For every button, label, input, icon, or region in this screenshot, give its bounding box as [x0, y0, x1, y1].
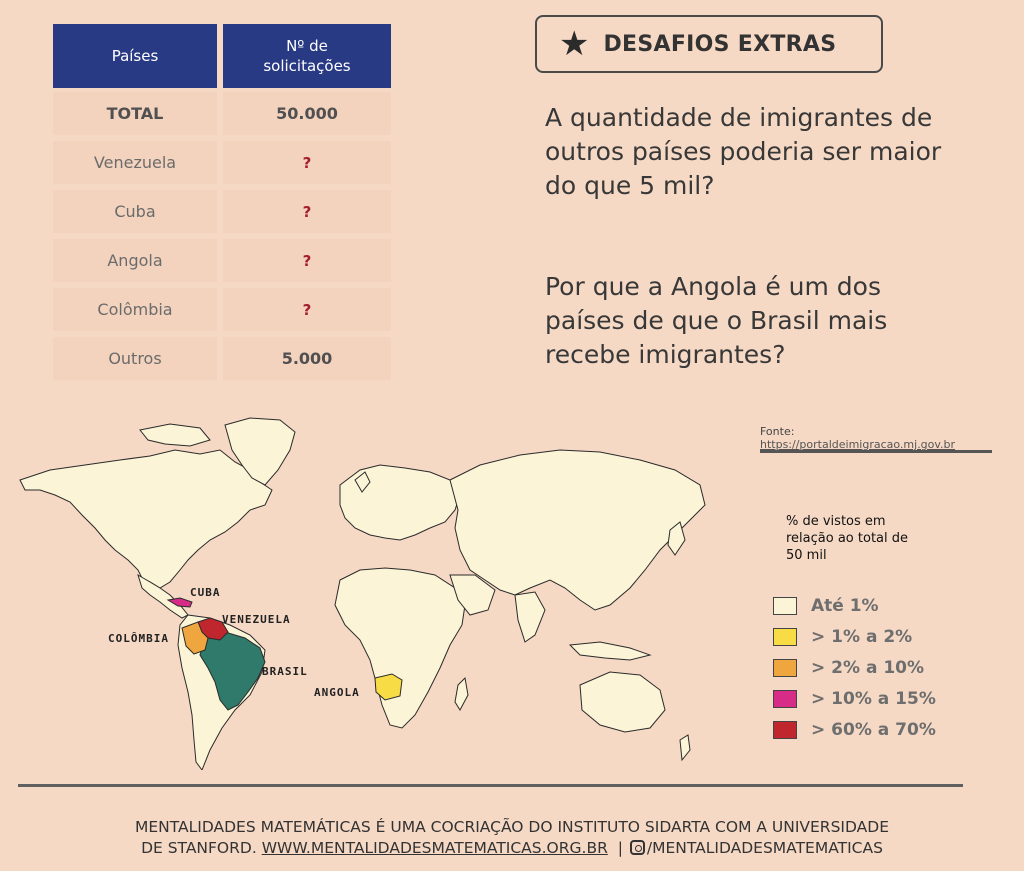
greenland-shape [224, 417, 296, 486]
footer-divider [18, 784, 963, 787]
legend-item: > 60% a 70% [773, 714, 936, 745]
country-cell: Angola [53, 239, 217, 282]
legend-swatch [773, 720, 797, 739]
question-2: Por que a Angola é um dos países de que … [545, 272, 888, 369]
brasil-shape [199, 631, 266, 711]
legend-item: > 10% a 15% [773, 683, 936, 714]
india-shape [514, 591, 546, 643]
japan-shape [667, 521, 686, 556]
north-america-shape [19, 449, 273, 589]
header-countries: Países [53, 24, 217, 88]
table-row: TOTAL 50.000 [53, 92, 391, 135]
legend-swatch [773, 658, 797, 677]
source-note: Fonte: https://portaldeimigracao.mj.gov.… [760, 425, 955, 451]
footer-prefix: DE STANFORD. [141, 839, 257, 857]
label-angola: ANGOLA [314, 686, 360, 699]
label-venezuela: VENEZUELA [222, 613, 291, 626]
value-cell: ? [223, 239, 391, 282]
label-cuba: CUBA [190, 586, 221, 599]
central-america-shape [137, 573, 189, 619]
country-cell: Cuba [53, 190, 217, 233]
challenge-box: ★ DESAFIOS EXTRAS [535, 15, 883, 73]
source-link[interactable]: https://portaldeimigracao.mj.gov.br [760, 438, 956, 451]
legend-title: % de vistos em relação ao total de 50 mi… [786, 514, 908, 563]
legend-label: > 60% a 70% [811, 719, 936, 740]
value-cell: ? [223, 190, 391, 233]
table-row: Venezuela ? [53, 141, 391, 184]
footer-line-2: DE STANFORD. WWW.MENTALIDADESMATEMATICAS… [60, 838, 964, 859]
legend-item: Até 1% [773, 590, 936, 621]
table-row: Outros 5.000 [53, 337, 391, 380]
asia-shape [449, 449, 706, 611]
legend-label: Até 1% [811, 595, 879, 616]
legend-swatch [773, 689, 797, 708]
footer-social-handle[interactable]: /MENTALIDADESMATEMATICAS [646, 839, 883, 857]
legend-item: > 2% a 10% [773, 652, 936, 683]
table-row: Angola ? [53, 239, 391, 282]
legend-item: > 1% a 2% [773, 621, 936, 652]
legend: Até 1% > 1% a 2% > 2% a 10% > 10% a 15% … [773, 590, 936, 745]
value-cell: 50.000 [223, 92, 391, 135]
angola-shape [374, 673, 403, 701]
source-underline [760, 450, 992, 453]
value-cell: ? [223, 141, 391, 184]
legend-label: > 10% a 15% [811, 688, 936, 709]
table-row: Colômbia ? [53, 288, 391, 331]
country-cell: TOTAL [53, 92, 217, 135]
world-map [19, 417, 706, 770]
colombia-shape [181, 621, 209, 655]
country-cell: Colômbia [53, 288, 217, 331]
value-cell: 5.000 [223, 337, 391, 380]
footer: MENTALIDADES MATEMÁTICAS É UMA COCRIAÇÃO… [60, 817, 964, 859]
footer-separator: | [617, 839, 623, 857]
country-cell: Venezuela [53, 141, 217, 184]
question-1: A quantidade de imigrantes de outros paí… [545, 103, 942, 200]
label-colombia: COLÔMBIA [108, 632, 169, 645]
uk-shape [354, 471, 371, 493]
legend-label: > 2% a 10% [811, 657, 925, 678]
table-row: Cuba ? [53, 190, 391, 233]
cuba-shape [166, 597, 193, 608]
challenge-title: DESAFIOS EXTRAS [603, 31, 837, 57]
value-cell: ? [223, 288, 391, 331]
table-header: Países Nº de solicitações [53, 24, 391, 88]
source-label: Fonte: [760, 425, 795, 438]
footer-line-1: MENTALIDADES MATEMÁTICAS É UMA COCRIAÇÃO… [135, 818, 889, 836]
header-requests: Nº de solicitações [223, 24, 391, 88]
country-cell: Outros [53, 337, 217, 380]
madagascar-shape [454, 676, 469, 711]
instagram-icon[interactable] [629, 840, 645, 855]
arabia-shape [449, 574, 496, 616]
australia-shape [579, 671, 666, 733]
new-zealand-shape [679, 734, 691, 762]
africa-shape [334, 567, 466, 729]
europe-shape [339, 464, 461, 541]
indonesia-shape [568, 641, 652, 661]
legend-swatch [773, 627, 797, 646]
star-icon: ★ [559, 24, 590, 64]
footer-website-link[interactable]: WWW.MENTALIDADESMATEMATICAS.ORG.BR [261, 839, 608, 857]
arctic-islands-shape [139, 423, 211, 447]
legend-label: > 1% a 2% [811, 626, 913, 647]
label-brasil: BRASIL [262, 665, 308, 678]
legend-swatch [773, 596, 797, 615]
requests-table: Países Nº de solicitações TOTAL 50.000 V… [53, 24, 391, 386]
